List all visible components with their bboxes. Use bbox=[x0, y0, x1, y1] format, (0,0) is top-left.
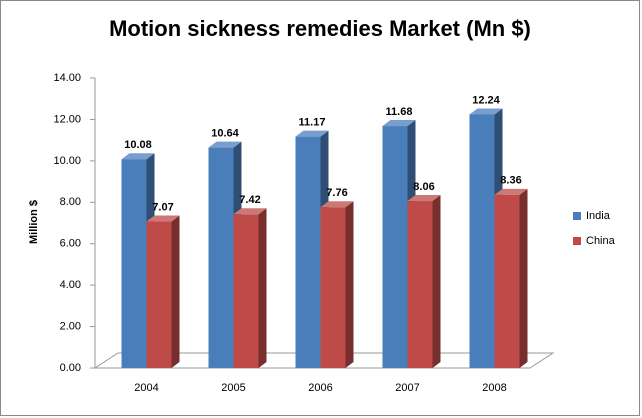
bar-top bbox=[494, 188, 528, 195]
data-label: 11.17 bbox=[299, 117, 326, 129]
bar-front bbox=[295, 136, 321, 368]
bar bbox=[320, 201, 354, 368]
data-label: 12.24 bbox=[472, 94, 500, 106]
y-tick-label: 14.00 bbox=[53, 72, 81, 84]
x-tick-label: 2007 bbox=[395, 382, 419, 394]
data-label: 8.06 bbox=[413, 181, 434, 193]
legend-label: China bbox=[586, 235, 616, 247]
y-tick-label: 6.00 bbox=[60, 238, 81, 250]
chart-title: Motion sickness remedies Market (Mn $) bbox=[109, 16, 531, 41]
bar bbox=[233, 208, 267, 368]
data-label: 11.68 bbox=[386, 106, 413, 118]
bar-front bbox=[320, 207, 346, 368]
y-axis-title: Million $ bbox=[28, 200, 40, 244]
data-label: 7.76 bbox=[326, 187, 347, 199]
bar-side bbox=[345, 201, 354, 368]
data-label: 7.42 bbox=[239, 194, 260, 206]
y-tick-label: 12.00 bbox=[53, 113, 81, 125]
bar-front bbox=[208, 147, 234, 368]
bar-front bbox=[146, 221, 172, 368]
bar-front bbox=[382, 126, 408, 368]
bar-front bbox=[494, 194, 520, 368]
data-label: 7.07 bbox=[152, 201, 173, 213]
bar-top bbox=[208, 141, 242, 148]
bar-top bbox=[233, 208, 267, 215]
bar-top bbox=[121, 153, 155, 160]
legend-swatch bbox=[573, 237, 581, 245]
bar-side bbox=[258, 208, 267, 368]
bar-front bbox=[469, 114, 495, 368]
y-tick-label: 0.00 bbox=[60, 362, 81, 374]
bar-top bbox=[295, 130, 329, 137]
bar-front bbox=[233, 214, 259, 368]
y-tick-label: 2.00 bbox=[60, 320, 81, 332]
x-tick-label: 2004 bbox=[134, 382, 158, 394]
legend-swatch bbox=[573, 212, 581, 220]
bar-top bbox=[146, 215, 180, 222]
x-tick-label: 2008 bbox=[482, 382, 506, 394]
data-label: 8.36 bbox=[500, 175, 521, 187]
bar bbox=[407, 195, 441, 368]
x-tick-label: 2005 bbox=[221, 382, 245, 394]
bar-top bbox=[407, 195, 441, 202]
legend-label: India bbox=[586, 210, 611, 222]
data-label: 10.08 bbox=[124, 139, 152, 151]
bar-top bbox=[382, 120, 416, 127]
bar-front bbox=[121, 159, 147, 368]
bar-side bbox=[171, 215, 180, 368]
data-label: 10.64 bbox=[211, 128, 239, 140]
bar-top bbox=[469, 108, 503, 115]
y-tick-label: 10.00 bbox=[53, 155, 81, 167]
x-tick-label: 2006 bbox=[308, 382, 332, 394]
bar bbox=[494, 188, 528, 368]
bar bbox=[146, 215, 180, 368]
bar-top bbox=[320, 201, 354, 208]
bar-side bbox=[432, 195, 441, 368]
bar-side bbox=[519, 188, 528, 368]
y-tick-label: 4.00 bbox=[60, 279, 81, 291]
bar-front bbox=[407, 201, 433, 368]
y-tick-label: 8.00 bbox=[60, 196, 81, 208]
